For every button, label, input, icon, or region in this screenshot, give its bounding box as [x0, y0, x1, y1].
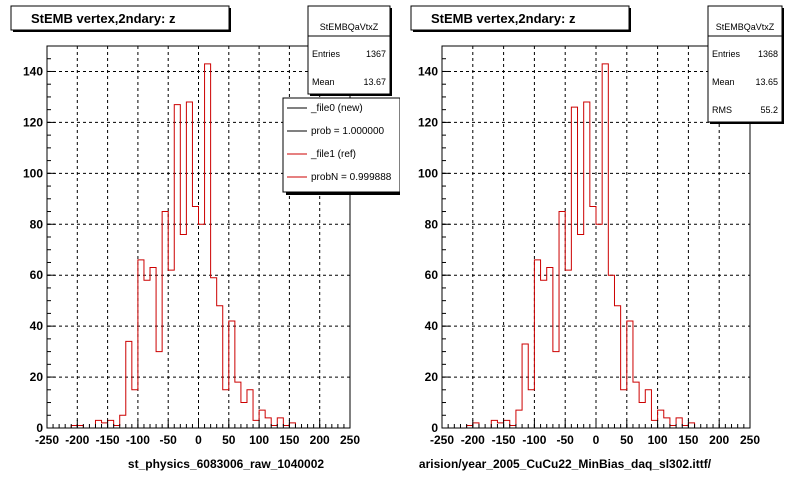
x-tick-label: 0 — [593, 433, 600, 447]
x-tick-label: 200 — [709, 433, 729, 447]
stats-value: 55.2 — [760, 105, 778, 115]
stats-value: 1367 — [366, 49, 386, 59]
stats-box: StEMBQaVtxZ Entries 1367 Mean 13.67 — [307, 5, 392, 96]
x-tick-label: 200 — [310, 433, 330, 447]
chart-title: StEMB vertex,2ndary: z — [431, 11, 576, 26]
title-frame — [10, 5, 230, 31]
y-tick-label: 40 — [30, 319, 44, 333]
stats-label: RMS — [712, 105, 732, 115]
x-tick-label: -150 — [96, 433, 120, 447]
stats-name: StEMBQaVtxZ — [320, 22, 379, 32]
stats-label: Mean — [712, 77, 735, 87]
x-tick-label: -50 — [557, 433, 575, 447]
chart-title: StEMB vertex,2ndary: z — [31, 11, 176, 26]
y-tick-label: 80 — [425, 217, 439, 231]
x-tick-label: -200 — [461, 433, 485, 447]
y-tick-label: 0 — [431, 421, 438, 435]
stats-box: StEMBQaVtxZ Entries 1368 Mean 13.65 RMS 55.2 — [707, 5, 784, 124]
stats-value: 13.65 — [755, 77, 778, 87]
x-tick-label: 0 — [195, 433, 202, 447]
y-tick-label: 140 — [23, 64, 43, 78]
legend: _file0 (new) prob = 1.000000 _file1 (ref) p… — [282, 97, 400, 195]
y-tick-label: 120 — [23, 115, 43, 129]
x-tick-label: -100 — [522, 433, 546, 447]
title-frame — [410, 5, 630, 31]
legend-label: probN = 0.999888 — [311, 172, 392, 183]
histogram-left: -250 -200 -150 -100 -50 0 50 100 150 200 250 0 20 40 6… — [10, 5, 400, 471]
x-tick-label: 250 — [340, 433, 360, 447]
legend-label: _file1 (ref) — [310, 149, 356, 160]
stats-label: Entries — [312, 49, 341, 59]
x-axis: -250 -200 -150 -100 -50 0 50 100 150 200 250 — [430, 420, 760, 447]
x-axis-label: arision/year_2005_CuCu22_MinBias_daq_sl3… — [419, 457, 712, 471]
x-tick-label: 100 — [648, 433, 668, 447]
chart-title-box: StEMB vertex,2ndary: z — [410, 5, 631, 32]
legend-label: prob = 1.000000 — [311, 126, 385, 137]
x-tick-label: 50 — [222, 433, 236, 447]
y-tick-label: 140 — [418, 64, 438, 78]
y-tick-label: 80 — [30, 217, 44, 231]
x-tick-label: -100 — [126, 433, 150, 447]
stats-value: 13.67 — [363, 77, 386, 87]
y-tick-label: 20 — [30, 370, 44, 384]
stats-label: Mean — [312, 77, 335, 87]
stats-frame — [707, 5, 783, 123]
histogram-series-0 — [442, 63, 750, 429]
stats-label: Entries — [712, 49, 741, 59]
histogram-right: -250 -200 -150 -100 -50 0 50 100 150 200 250 0 20 40 6… — [410, 5, 784, 471]
y-tick-label: 120 — [418, 115, 438, 129]
x-tick-label: 250 — [740, 433, 760, 447]
chart-panel-left: -250 -200 -150 -100 -50 0 50 100 150 200 250 0 20 40 6… — [10, 5, 400, 471]
stats-name: StEMBQaVtxZ — [716, 22, 775, 32]
x-tick-label: 50 — [620, 433, 634, 447]
legend-frame — [282, 97, 400, 193]
y-tick-label: 60 — [30, 268, 44, 282]
stats-frame — [307, 5, 391, 95]
stats-value: 1368 — [758, 49, 778, 59]
y-tick-label: 60 — [425, 268, 439, 282]
y-axis: 0 20 40 60 80 100 120 140 — [418, 45, 450, 435]
x-axis-label: st_physics_6083006_raw_1040002 — [128, 457, 324, 471]
y-tick-label: 0 — [36, 421, 43, 435]
x-tick-label: 150 — [678, 433, 698, 447]
x-tick-label: -250 — [430, 433, 454, 447]
grid-lines — [442, 46, 750, 428]
y-axis: 0 20 40 60 80 100 120 140 — [23, 45, 55, 435]
y-tick-label: 100 — [23, 166, 43, 180]
x-tick-label: -200 — [65, 433, 89, 447]
legend-label: _file0 (new) — [310, 103, 363, 114]
x-tick-label: -250 — [35, 433, 59, 447]
y-tick-label: 20 — [425, 370, 439, 384]
y-tick-label: 100 — [418, 166, 438, 180]
chart-panel-right: -250 -200 -150 -100 -50 0 50 100 150 200 250 0 20 40 6… — [400, 0, 800, 480]
x-tick-label: -150 — [492, 433, 516, 447]
chart-title-box: StEMB vertex,2ndary: z — [10, 5, 231, 32]
x-axis: -250 -200 -150 -100 -50 0 50 100 150 200 250 — [35, 420, 360, 447]
y-tick-label: 40 — [425, 319, 439, 333]
x-tick-label: 100 — [249, 433, 269, 447]
x-tick-label: 150 — [279, 433, 299, 447]
x-tick-label: -50 — [160, 433, 178, 447]
